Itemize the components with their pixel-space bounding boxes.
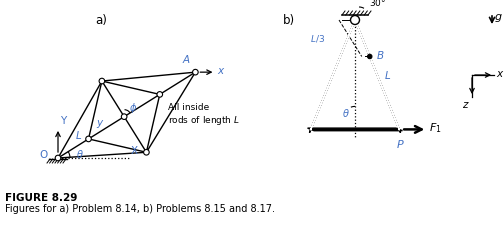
Polygon shape <box>310 19 355 130</box>
Circle shape <box>55 155 61 161</box>
Text: $x$: $x$ <box>217 66 226 76</box>
Circle shape <box>121 114 127 119</box>
Text: $L$: $L$ <box>384 69 391 81</box>
Text: rods of length $L$: rods of length $L$ <box>168 114 240 127</box>
Text: $\theta$: $\theta$ <box>76 148 84 160</box>
Text: X: X <box>131 146 138 156</box>
Text: $P$: $P$ <box>396 138 405 150</box>
Circle shape <box>367 54 372 59</box>
Polygon shape <box>355 19 400 130</box>
Text: O: O <box>40 150 48 160</box>
Circle shape <box>193 69 198 75</box>
Text: $B$: $B$ <box>376 49 384 61</box>
Text: $L/3$: $L/3$ <box>310 33 325 44</box>
Circle shape <box>86 136 91 142</box>
Text: $F_1$: $F_1$ <box>429 122 442 135</box>
Circle shape <box>350 15 359 24</box>
Text: FIGURE 8.29: FIGURE 8.29 <box>5 193 78 203</box>
Polygon shape <box>354 17 401 133</box>
Text: $\theta$: $\theta$ <box>342 107 350 119</box>
Text: Figures for a) Problem 8.14, b) Problems 8.15 and 8.17.: Figures for a) Problem 8.14, b) Problems… <box>5 204 275 214</box>
Text: $\phi$: $\phi$ <box>129 101 137 115</box>
Text: $g$: $g$ <box>494 12 502 24</box>
Text: $z$: $z$ <box>462 100 470 110</box>
Text: a): a) <box>95 14 107 27</box>
Text: $L$: $L$ <box>75 129 82 141</box>
Circle shape <box>157 92 163 97</box>
Text: $y$: $y$ <box>96 118 104 130</box>
Text: All inside: All inside <box>168 103 209 112</box>
Text: $30°$: $30°$ <box>369 0 386 7</box>
Text: $x$: $x$ <box>496 69 504 79</box>
Circle shape <box>144 149 149 155</box>
Text: Y: Y <box>60 116 66 126</box>
Polygon shape <box>309 17 356 133</box>
Text: b): b) <box>283 14 295 27</box>
Text: $A$: $A$ <box>182 53 192 65</box>
Circle shape <box>99 78 105 84</box>
Polygon shape <box>307 128 403 131</box>
